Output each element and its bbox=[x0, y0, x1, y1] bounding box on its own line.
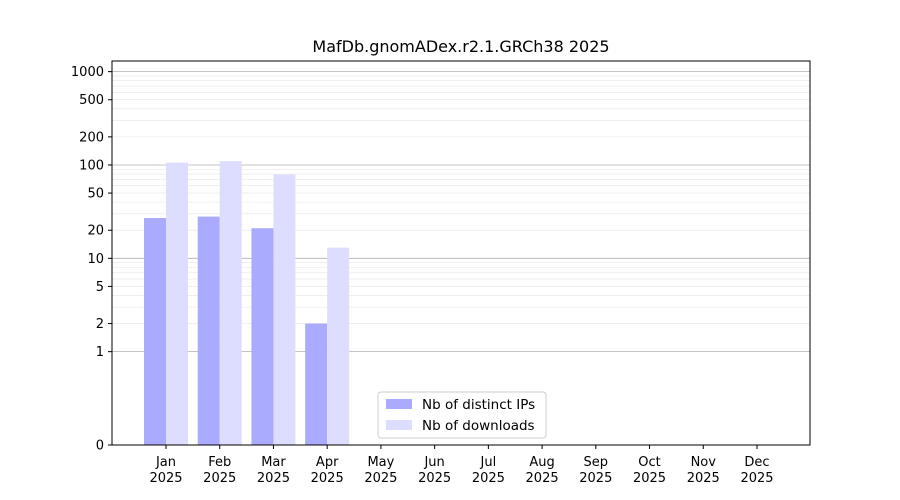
y-tick-label: 20 bbox=[87, 224, 104, 239]
y-tick-label: 100 bbox=[79, 158, 104, 173]
x-tick-label-month: Feb bbox=[208, 455, 231, 470]
plot-frame bbox=[111, 60, 811, 446]
y-tick-label: 1000 bbox=[71, 65, 104, 80]
x-tick-label-month: Nov bbox=[691, 455, 717, 470]
y-tick-label: 50 bbox=[87, 187, 104, 202]
x-tick-label-month: Aug bbox=[529, 455, 554, 470]
x-tick-label-month: Mar bbox=[261, 455, 286, 470]
x-tick-label-year: 2025 bbox=[633, 471, 666, 486]
x-tick-label-month: Jan bbox=[155, 455, 176, 470]
bar-distinct-ips bbox=[251, 228, 274, 445]
bar-downloads bbox=[219, 161, 242, 446]
x-tick-label-year: 2025 bbox=[740, 471, 773, 486]
bar-downloads bbox=[327, 247, 350, 445]
x-tick-label-year: 2025 bbox=[418, 471, 451, 486]
legend-swatch-downloads bbox=[386, 420, 412, 430]
x-tick-label-year: 2025 bbox=[257, 471, 290, 486]
bar-distinct-ips bbox=[305, 323, 328, 445]
legend-label-downloads: Nb of downloads bbox=[422, 418, 535, 434]
legend: Nb of distinct IPs Nb of downloads bbox=[377, 391, 547, 439]
bar-distinct-ips bbox=[197, 216, 220, 445]
x-tick-label-year: 2025 bbox=[149, 471, 182, 486]
x-tick-label-year: 2025 bbox=[472, 471, 505, 486]
x-tick-label-year: 2025 bbox=[364, 471, 397, 486]
x-tick-label-month: Jul bbox=[480, 455, 497, 470]
x-tick-label-year: 2025 bbox=[526, 471, 559, 486]
x-tick-label-year: 2025 bbox=[203, 471, 236, 486]
y-tick-label: 10 bbox=[87, 252, 104, 267]
x-tick-label-year: 2025 bbox=[579, 471, 612, 486]
x-tick-label-month: Dec bbox=[744, 455, 769, 470]
chart-title: MafDb.gnomADex.r2.1.GRCh38 2025 bbox=[312, 37, 609, 56]
x-tick-label-month: Sep bbox=[584, 455, 609, 470]
y-tick-label: 500 bbox=[79, 93, 104, 108]
x-tick-label-month: Oct bbox=[638, 455, 660, 470]
legend-label-distinct-ips: Nb of distinct IPs bbox=[422, 397, 535, 413]
x-tick-label-month: Apr bbox=[316, 455, 339, 470]
x-axis: Jan2025Feb2025Mar2025Apr2025May2025Jun20… bbox=[149, 445, 774, 486]
y-axis: 0 1 2 5 10 20 50 100 200 500 1000 bbox=[71, 65, 112, 454]
legend-swatch-distinct-ips bbox=[386, 399, 412, 409]
x-tick-label-month: Jun bbox=[423, 455, 444, 470]
legend-box bbox=[377, 391, 547, 439]
bar-distinct-ips bbox=[144, 218, 166, 445]
bars bbox=[144, 161, 350, 446]
x-tick-label-month: May bbox=[367, 455, 394, 470]
y-tick-label: 1 bbox=[96, 345, 104, 360]
x-tick-label-year: 2025 bbox=[311, 471, 344, 486]
x-tick-label-year: 2025 bbox=[687, 471, 720, 486]
y-tick-label: 2 bbox=[96, 317, 104, 332]
y-tick-label: 5 bbox=[96, 280, 104, 295]
y-tick-label: 200 bbox=[79, 130, 104, 145]
bar-downloads bbox=[166, 162, 188, 445]
y-tick-label: 0 bbox=[96, 439, 104, 454]
bar-downloads bbox=[273, 174, 296, 446]
